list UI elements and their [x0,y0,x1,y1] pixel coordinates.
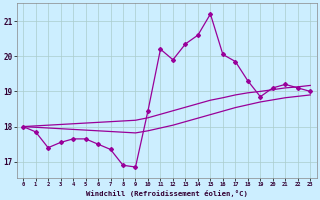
X-axis label: Windchill (Refroidissement éolien,°C): Windchill (Refroidissement éolien,°C) [86,190,248,197]
